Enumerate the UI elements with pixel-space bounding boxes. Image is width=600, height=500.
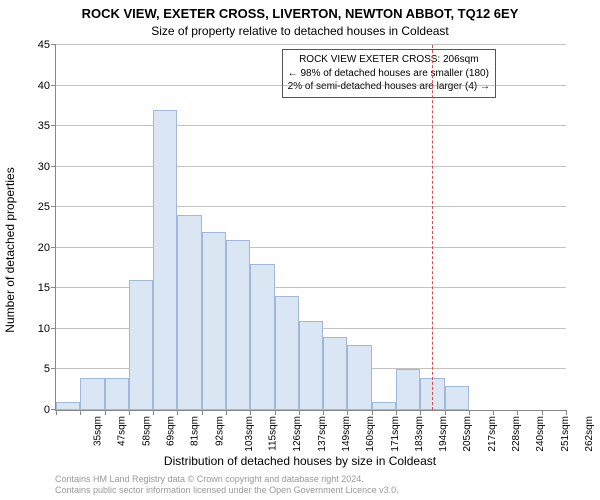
gridline bbox=[56, 247, 566, 248]
xtick-mark bbox=[299, 410, 300, 415]
ytick-mark bbox=[51, 247, 56, 248]
xtick-label: 160sqm bbox=[365, 416, 376, 452]
xtick-label: 92sqm bbox=[214, 416, 225, 446]
xtick-label: 47sqm bbox=[117, 416, 128, 446]
ytick-mark bbox=[51, 206, 56, 207]
ytick-label: 35 bbox=[38, 120, 50, 132]
xtick-mark bbox=[129, 410, 130, 415]
xtick-mark bbox=[493, 410, 494, 415]
annotation-line: 2% of semi-detached houses are larger (4… bbox=[288, 80, 490, 94]
xtick-label: 240sqm bbox=[535, 416, 546, 452]
plot-area: ROCK VIEW EXETER CROSS: 206sqm ← 98% of … bbox=[55, 45, 566, 411]
gridline bbox=[56, 166, 566, 167]
xtick-label: 137sqm bbox=[317, 416, 328, 452]
ytick-label: 30 bbox=[38, 161, 50, 173]
reference-line bbox=[432, 45, 433, 410]
histogram-bar bbox=[372, 402, 396, 410]
ytick-mark bbox=[51, 328, 56, 329]
annotation-box: ROCK VIEW EXETER CROSS: 206sqm ← 98% of … bbox=[282, 49, 496, 98]
xtick-label: 217sqm bbox=[487, 416, 498, 452]
histogram-bar bbox=[445, 386, 469, 410]
ytick-label: 45 bbox=[38, 39, 50, 51]
xtick-label: 35sqm bbox=[93, 416, 104, 446]
gridline bbox=[56, 85, 566, 86]
histogram-bar bbox=[347, 345, 371, 410]
footer-line: Contains public sector information licen… bbox=[55, 485, 565, 496]
gridline bbox=[56, 125, 566, 126]
histogram-bar bbox=[80, 378, 104, 410]
xtick-label: 103sqm bbox=[244, 416, 255, 452]
xtick-mark bbox=[80, 410, 81, 415]
xtick-label: 115sqm bbox=[267, 416, 278, 451]
histogram-chart: ROCK VIEW, EXETER CROSS, LIVERTON, NEWTO… bbox=[0, 0, 600, 500]
ytick-label: 15 bbox=[38, 282, 50, 294]
ytick-label: 20 bbox=[38, 242, 50, 254]
xtick-label: 126sqm bbox=[293, 416, 304, 452]
xtick-mark bbox=[177, 410, 178, 415]
xtick-mark bbox=[105, 410, 106, 415]
ytick-mark bbox=[51, 287, 56, 288]
attribution-footer: Contains HM Land Registry data © Crown c… bbox=[55, 474, 565, 497]
y-axis-label: Number of detached properties bbox=[3, 167, 17, 332]
xtick-mark bbox=[517, 410, 518, 415]
histogram-bar bbox=[226, 240, 250, 410]
xtick-mark bbox=[250, 410, 251, 415]
gridline bbox=[56, 206, 566, 207]
histogram-bar bbox=[396, 369, 420, 410]
xtick-label: 205sqm bbox=[463, 416, 474, 452]
ytick-label: 0 bbox=[44, 404, 50, 416]
xtick-mark bbox=[469, 410, 470, 415]
xtick-mark bbox=[566, 410, 567, 415]
xtick-mark bbox=[226, 410, 227, 415]
x-axis-label: Distribution of detached houses by size … bbox=[0, 454, 600, 468]
histogram-bar bbox=[299, 321, 323, 410]
ytick-label: 5 bbox=[44, 363, 50, 375]
xtick-mark bbox=[56, 410, 57, 415]
histogram-bar bbox=[202, 232, 226, 410]
xtick-label: 183sqm bbox=[414, 416, 425, 452]
gridline bbox=[56, 44, 566, 45]
chart-title: ROCK VIEW, EXETER CROSS, LIVERTON, NEWTO… bbox=[0, 6, 600, 21]
annotation-line: ← 98% of detached houses are smaller (18… bbox=[288, 67, 490, 81]
xtick-mark bbox=[347, 410, 348, 415]
xtick-mark bbox=[420, 410, 421, 415]
chart-subtitle: Size of property relative to detached ho… bbox=[0, 24, 600, 38]
ytick-mark bbox=[51, 368, 56, 369]
xtick-label: 81sqm bbox=[190, 416, 201, 446]
xtick-mark bbox=[153, 410, 154, 415]
ytick-label: 10 bbox=[38, 323, 50, 335]
xtick-mark bbox=[542, 410, 543, 415]
histogram-bar bbox=[250, 264, 274, 410]
xtick-label: 194sqm bbox=[438, 416, 449, 452]
xtick-mark bbox=[445, 410, 446, 415]
histogram-bar bbox=[129, 280, 153, 410]
histogram-bar bbox=[56, 402, 80, 410]
xtick-label: 171sqm bbox=[390, 416, 401, 452]
histogram-bar bbox=[275, 296, 299, 410]
footer-line: Contains HM Land Registry data © Crown c… bbox=[55, 474, 565, 485]
histogram-bar bbox=[105, 378, 129, 410]
annotation-line: ROCK VIEW EXETER CROSS: 206sqm bbox=[288, 53, 490, 67]
xtick-label: 58sqm bbox=[141, 416, 152, 446]
ytick-mark bbox=[51, 125, 56, 126]
ytick-mark bbox=[51, 166, 56, 167]
xtick-label: 228sqm bbox=[511, 416, 522, 452]
ytick-mark bbox=[51, 44, 56, 45]
histogram-bar bbox=[177, 215, 201, 410]
ytick-mark bbox=[51, 85, 56, 86]
xtick-mark bbox=[323, 410, 324, 415]
ytick-label: 40 bbox=[38, 80, 50, 92]
histogram-bar bbox=[323, 337, 347, 410]
xtick-mark bbox=[275, 410, 276, 415]
xtick-label: 69sqm bbox=[166, 416, 177, 446]
xtick-label: 262sqm bbox=[584, 416, 595, 452]
xtick-label: 149sqm bbox=[341, 416, 352, 452]
xtick-mark bbox=[202, 410, 203, 415]
ytick-label: 25 bbox=[38, 201, 50, 213]
xtick-mark bbox=[372, 410, 373, 415]
histogram-bar bbox=[153, 110, 177, 410]
xtick-mark bbox=[396, 410, 397, 415]
xtick-label: 251sqm bbox=[560, 416, 571, 452]
